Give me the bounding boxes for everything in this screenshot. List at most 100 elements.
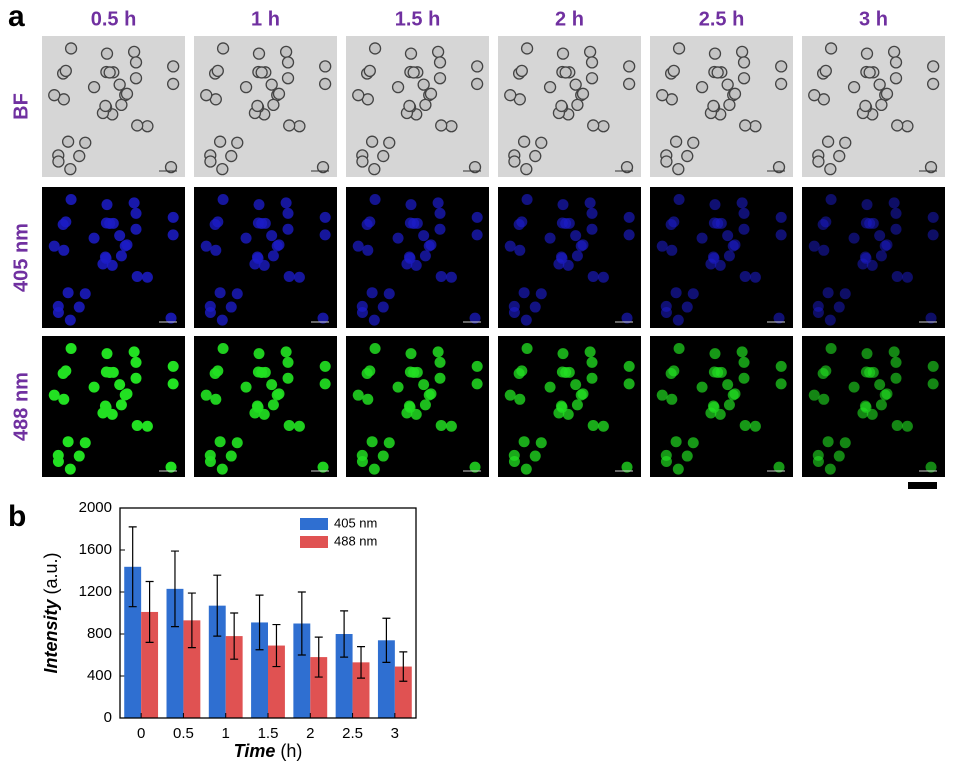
cell <box>282 356 294 368</box>
cell <box>739 119 752 132</box>
cell <box>470 77 484 91</box>
micrograph <box>802 336 945 477</box>
bar <box>183 620 201 718</box>
cell <box>141 120 154 133</box>
cell <box>216 162 229 176</box>
cell <box>890 356 902 368</box>
cell <box>73 149 86 163</box>
cell <box>267 250 279 262</box>
cell <box>587 119 600 132</box>
cell <box>901 420 913 432</box>
cell <box>875 250 887 262</box>
error-bar <box>399 651 408 682</box>
x-tick-label: 0 <box>137 725 145 742</box>
x-tick-label: 2 <box>306 725 314 742</box>
cell <box>266 379 278 391</box>
micrograph <box>42 36 185 177</box>
cell <box>432 346 444 358</box>
cell <box>890 223 902 235</box>
cell <box>52 155 65 168</box>
cell <box>165 461 177 473</box>
cell <box>660 306 672 318</box>
cell <box>99 251 111 263</box>
bar <box>225 636 243 718</box>
micrograph <box>42 336 185 477</box>
cell <box>114 379 126 391</box>
cell <box>61 135 75 148</box>
cell <box>225 450 237 462</box>
cell <box>708 47 722 60</box>
cell <box>352 240 364 252</box>
cell <box>267 399 279 411</box>
cell <box>890 372 902 384</box>
cell <box>672 42 686 55</box>
cell <box>293 120 306 133</box>
cell <box>255 66 268 79</box>
cell <box>819 64 832 78</box>
cell <box>319 60 332 73</box>
image-bg <box>194 36 337 177</box>
legend-swatch <box>300 518 328 530</box>
cell <box>282 372 294 384</box>
cell <box>901 120 914 133</box>
image-bg <box>650 187 793 328</box>
cell <box>253 348 265 360</box>
cell <box>318 77 332 91</box>
cell <box>889 56 903 69</box>
cell <box>672 463 684 475</box>
bar <box>141 611 159 718</box>
cell <box>890 207 902 219</box>
column-header: 1.5 h <box>395 8 441 30</box>
cell <box>586 372 598 384</box>
cell <box>368 314 380 326</box>
cell <box>723 250 735 262</box>
cell <box>130 372 142 384</box>
y-tick-label: 1600 <box>79 541 112 558</box>
cell <box>586 207 598 219</box>
cell <box>569 78 582 91</box>
cell <box>383 437 395 449</box>
cell <box>514 244 526 256</box>
cell <box>280 346 292 358</box>
cell <box>433 56 447 69</box>
cell <box>889 72 903 85</box>
cell <box>668 365 680 377</box>
cell <box>681 149 694 163</box>
cell <box>418 230 430 242</box>
cell <box>587 419 599 431</box>
cell <box>281 72 295 85</box>
cell <box>165 312 177 324</box>
cell <box>356 455 368 467</box>
cell <box>623 378 635 390</box>
cell <box>204 455 216 467</box>
cell <box>927 211 939 223</box>
bar <box>394 666 412 718</box>
cell <box>252 47 266 60</box>
image-bg <box>498 187 641 328</box>
cell <box>656 240 668 252</box>
cell <box>204 306 216 318</box>
cell <box>356 306 368 318</box>
cell <box>468 160 482 174</box>
x-tick-label: 1.5 <box>258 725 279 742</box>
column-header: 0.5 h <box>91 8 137 30</box>
micrograph <box>650 187 793 328</box>
cell <box>812 155 825 168</box>
cell <box>927 360 939 372</box>
cell <box>377 149 390 163</box>
y-tick-label: 800 <box>87 625 112 642</box>
cell <box>670 287 682 299</box>
cell <box>722 379 734 391</box>
image-bg <box>42 187 185 328</box>
cell <box>141 271 153 283</box>
cell <box>927 378 939 390</box>
cell <box>707 400 719 412</box>
image-bg <box>194 336 337 477</box>
cell <box>405 348 417 360</box>
cell <box>60 365 72 377</box>
cell <box>520 314 532 326</box>
cell <box>847 81 861 94</box>
cell <box>99 400 111 412</box>
cell <box>366 287 378 299</box>
cell <box>597 420 609 432</box>
